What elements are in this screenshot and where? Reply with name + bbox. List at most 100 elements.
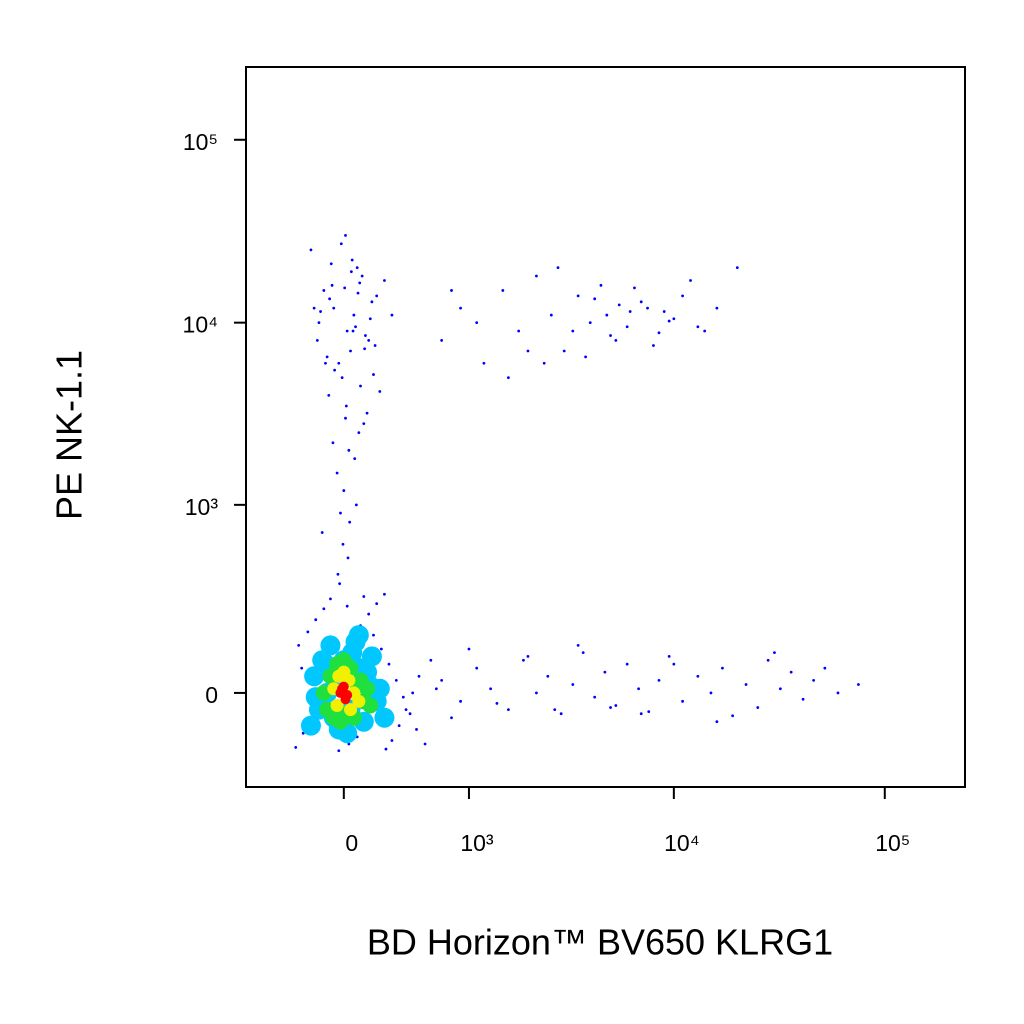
data-point	[330, 283, 334, 287]
data-point	[495, 702, 499, 705]
data-point	[384, 747, 388, 751]
data-point	[559, 712, 563, 716]
data-point	[637, 687, 640, 691]
data-point	[373, 344, 377, 347]
data-point	[306, 630, 310, 634]
y-tick-label: 10⁴	[183, 312, 218, 338]
data-point	[368, 317, 372, 321]
data-point	[599, 283, 603, 287]
data-point	[337, 749, 341, 753]
data-point	[352, 694, 366, 708]
data-point	[378, 390, 382, 393]
data-point	[309, 248, 313, 252]
data-point	[349, 270, 353, 274]
data-point	[319, 310, 322, 313]
data-point	[347, 742, 351, 746]
data-point	[657, 678, 661, 682]
data-point	[357, 431, 361, 435]
data-point	[354, 325, 357, 329]
data-point	[501, 289, 505, 292]
data-point	[535, 691, 538, 695]
data-point	[320, 635, 341, 656]
data-point	[342, 489, 346, 492]
data-point	[351, 329, 355, 333]
plot-frame	[245, 66, 966, 788]
data-point	[617, 303, 621, 307]
data-point	[571, 329, 575, 333]
data-point	[322, 289, 326, 292]
data-point	[625, 325, 629, 329]
data-point	[315, 338, 319, 342]
data-point	[369, 678, 390, 699]
data-point	[646, 306, 649, 310]
data-point	[667, 655, 671, 658]
data-point	[812, 678, 816, 682]
data-point	[721, 666, 724, 670]
data-point	[330, 698, 344, 712]
data-point	[339, 242, 343, 246]
data-point	[312, 306, 316, 310]
data-point	[390, 739, 394, 742]
data-point	[394, 678, 398, 682]
y-axis-title: PE NK-1.1	[49, 350, 90, 520]
data-point	[562, 349, 566, 353]
x-axis-title: BD Horizon™ BV650 KLRG1	[367, 922, 833, 963]
data-point	[475, 321, 479, 325]
x-tick-label: 0	[345, 830, 358, 856]
data-point	[372, 633, 375, 637]
data-point	[314, 618, 318, 622]
data-point	[374, 707, 395, 728]
data-point	[390, 313, 394, 317]
data-point	[379, 647, 383, 651]
data-point	[322, 607, 326, 611]
data-point	[639, 712, 643, 716]
data-point	[756, 706, 760, 709]
data-point	[332, 306, 336, 310]
data-point	[358, 281, 362, 285]
data-point	[703, 329, 707, 333]
data-point	[362, 422, 366, 426]
data-point	[507, 708, 510, 712]
data-point	[517, 329, 521, 333]
data-point	[417, 674, 421, 678]
data-point	[546, 674, 550, 678]
data-point	[440, 338, 444, 342]
data-point	[341, 542, 345, 546]
data-point	[836, 691, 840, 695]
data-point	[609, 334, 612, 337]
data-point	[383, 279, 386, 282]
data-point	[731, 714, 735, 718]
data-point	[603, 670, 607, 674]
data-point	[440, 678, 444, 682]
data-point	[372, 373, 375, 376]
data-point	[340, 694, 351, 705]
data-point	[526, 349, 530, 353]
data-point	[411, 691, 415, 695]
data-point	[329, 597, 332, 601]
data-point	[327, 393, 331, 397]
data-point	[429, 658, 433, 662]
data-point	[609, 706, 612, 709]
data-point	[766, 658, 770, 662]
data-point	[361, 646, 382, 667]
data-point	[857, 683, 860, 686]
data-point	[475, 666, 479, 670]
data-point	[614, 704, 618, 707]
data-point	[522, 658, 525, 662]
data-point	[350, 258, 354, 262]
data-point	[459, 699, 462, 703]
data-point	[576, 643, 580, 647]
data-point	[542, 361, 546, 365]
x-tick-label: 10⁴	[664, 830, 699, 856]
data-point	[325, 355, 329, 359]
data-point	[715, 306, 719, 310]
data-point	[709, 691, 713, 695]
data-point	[344, 703, 358, 717]
data-point	[778, 687, 782, 691]
y-tick-label: 0	[205, 682, 218, 708]
data-point	[333, 368, 337, 372]
data-point	[365, 411, 369, 415]
data-point	[450, 716, 453, 720]
data-point	[625, 662, 629, 666]
